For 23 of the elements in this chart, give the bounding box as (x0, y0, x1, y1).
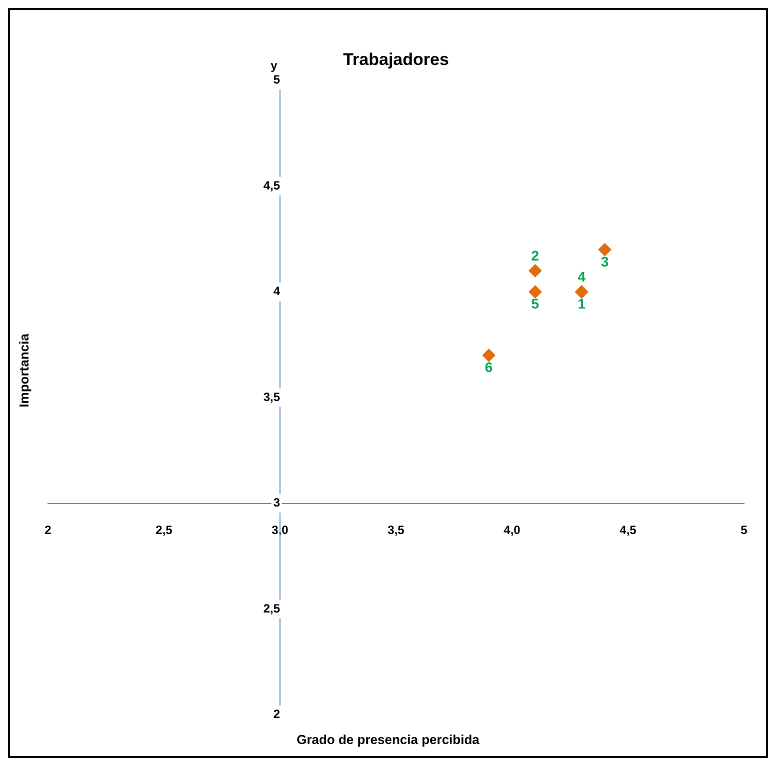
annotation: 3 (600, 253, 609, 270)
annotation: 1 (578, 296, 586, 312)
annotation: 5 (531, 296, 540, 312)
annotation: 4 (578, 268, 586, 285)
x-tick-label: 2,5 (156, 522, 173, 537)
y-axis-title: Importancia (16, 333, 32, 407)
x-tick-label: 4,5 (620, 522, 637, 537)
y-tick-label: 3 (273, 496, 280, 510)
y-tick-label: 4 (273, 284, 280, 298)
x-tick-label: 2 (44, 522, 52, 537)
chart-title: Trabajadores (343, 50, 449, 69)
annotation: 2 (531, 248, 540, 264)
annotation: 6 (484, 359, 493, 376)
x-tick-label: 3,5 (388, 522, 405, 537)
text: y (270, 58, 278, 73)
y-tick-label: 2 (273, 707, 280, 722)
y-tick-label: 3,5 (263, 390, 280, 404)
y-tick-label: 2,5 (263, 601, 280, 616)
x-tick-label: 4,0 (504, 522, 521, 537)
y-tick-label: 5 (273, 72, 280, 87)
y-tick-label: 4,5 (263, 178, 280, 192)
x-axis-title: Grado de presencia percibida (296, 732, 480, 747)
x-tick-label: 5 (740, 522, 748, 537)
